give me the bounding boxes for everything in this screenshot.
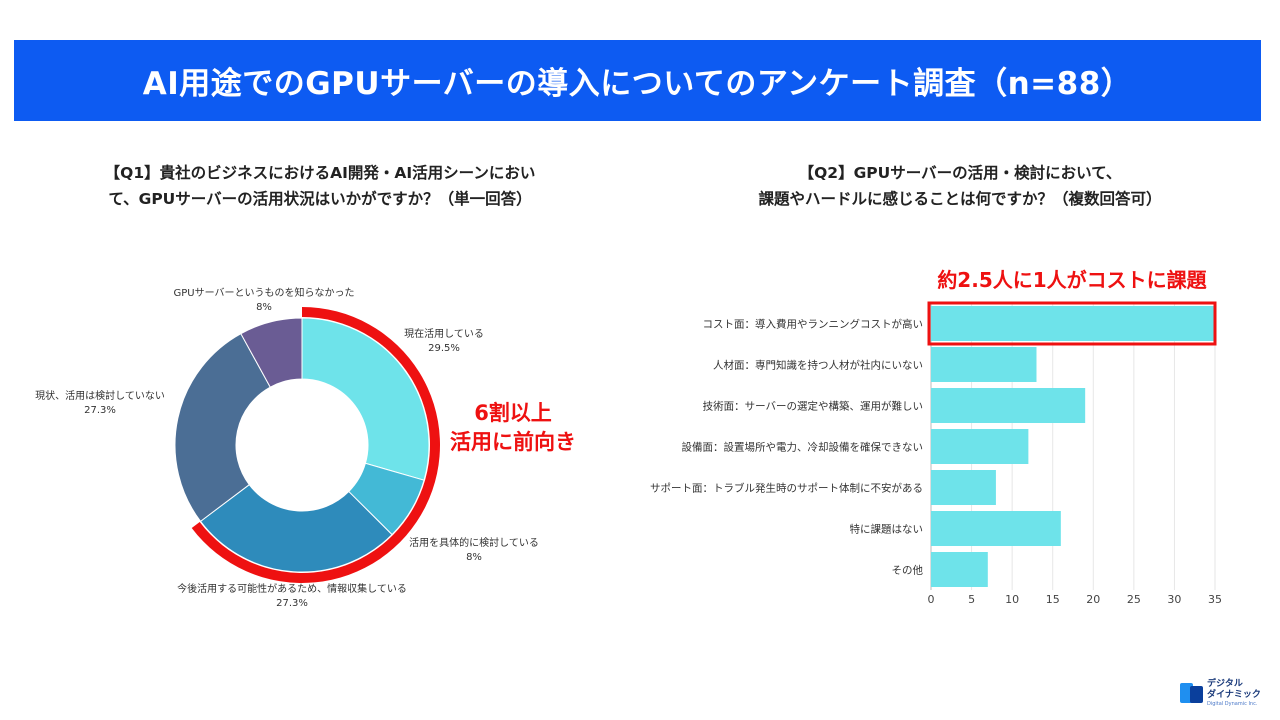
x-tick-label-1: 5	[968, 593, 975, 606]
slice-value-3: 27.3%	[84, 405, 116, 416]
company-logo: デジタル ダイナミック Digital Dynamic Inc.	[1180, 676, 1266, 710]
bar-tick-labels: 0 5 10 15 20 25 30 35	[928, 593, 1223, 606]
slice-label-2: 今後活用する可能性があるため、情報収集している	[177, 582, 407, 595]
q1-title-line-1: 【Q1】貴社のビジネスにおけるAI開発・AI活用シーンにおい	[104, 164, 536, 182]
bar-0	[931, 306, 1215, 341]
bar-category-label-2: 技術面：サーバーの選定や構築、運用が難しい	[703, 400, 923, 413]
slice-label-1: 活用を具体的に検討している	[409, 536, 539, 549]
slice-value-1: 8%	[466, 552, 482, 563]
header-banner: AI用途でのGPUサーバーの導入についてのアンケート調査（n=88）	[14, 40, 1261, 121]
slice-value-4: 8%	[256, 302, 272, 313]
bar-category-label-0: コスト面：導入費用やランニングコストが高い	[703, 318, 924, 331]
donut-slice-3	[174, 332, 271, 523]
logo-line-1: デジタル	[1207, 678, 1243, 689]
x-tick-label-3: 15	[1046, 593, 1060, 606]
slice-label-0: 現在活用している	[404, 328, 484, 340]
logo-mark-icon	[1180, 681, 1204, 705]
bar-4	[931, 470, 996, 505]
donut-slice-0	[301, 317, 430, 481]
bar-category-label-3: 設備面：設置場所や電力、冷却設備を確保できない	[682, 441, 924, 454]
donut-slices	[174, 317, 430, 573]
page-title: AI用途でのGPUサーバーの導入についてのアンケート調査（n=88）	[142, 66, 1133, 102]
q1-title-line-2: て、GPUサーバーの活用状況はいかがですか？（単一回答）	[108, 190, 532, 208]
x-tick-label-4: 20	[1086, 593, 1100, 606]
bar-6	[931, 552, 988, 587]
donut-slice-2	[199, 483, 393, 573]
q2-callout: 約2.5人に1人がコストに課題	[937, 268, 1207, 292]
q2-title-line-1: 【Q2】GPUサーバーの活用・検討において、	[798, 164, 1122, 182]
bar-3	[931, 429, 1029, 464]
x-tick-label-2: 10	[1005, 593, 1019, 606]
q2-question-title: 【Q2】GPUサーバーの活用・検討において、 課題やハードルに感じることは何です…	[670, 160, 1250, 212]
slice-label-3: 現状、活用は検討していない	[35, 389, 165, 402]
bar-category-label-6: その他	[892, 564, 924, 577]
q1-callout-line-1: 6割以上	[474, 401, 552, 425]
bar-category-label-5: 特に課題はない	[850, 523, 924, 536]
slice-value-0: 29.5%	[428, 343, 460, 354]
logo-line-3: Digital Dynamic Inc.	[1207, 700, 1258, 707]
donut-labels: 現在活用している 29.5% 活用を具体的に検討している 8% 今後活用する可能…	[35, 286, 539, 609]
q2-title-line-2: 課題やハードルに感じることは何ですか？（複数回答可）	[758, 190, 1162, 208]
bar-1	[931, 347, 1037, 382]
bar-category-label-1: 人材面：専門知識を持つ人材が社内にいない	[713, 359, 923, 372]
logo-line-2: ダイナミック	[1207, 689, 1261, 700]
x-tick-label-5: 25	[1127, 593, 1141, 606]
slice-value-2: 27.3%	[276, 598, 308, 609]
donut-chart: 現在活用している 29.5% 活用を具体的に検討している 8% 今後活用する可能…	[35, 286, 576, 609]
bar-chart: 約2.5人に1人がコストに課題 コスト面：導入費用やランニングコストが高い人材面…	[650, 268, 1222, 606]
donut-slice-4	[240, 317, 303, 388]
bars	[931, 306, 1215, 587]
bar-5	[931, 511, 1061, 546]
bar-highlight-box	[927, 301, 1217, 346]
x-tick-label-6: 30	[1167, 593, 1181, 606]
x-tick-label-7: 35	[1208, 593, 1222, 606]
q1-callout-line-2: 活用に前向き	[450, 430, 576, 454]
q1-question-title: 【Q1】貴社のビジネスにおけるAI開発・AI活用シーンにおい て、GPUサーバー…	[40, 160, 600, 212]
x-tick-label-0: 0	[928, 593, 935, 606]
bar-category-labels: コスト面：導入費用やランニングコストが高い人材面：専門知識を持つ人材が社内にいな…	[650, 318, 923, 577]
bar-2	[931, 388, 1086, 423]
slice-label-4: GPUサーバーというものを知らなかった	[174, 286, 355, 299]
bar-category-label-4: サポート面：トラブル発生時のサポート体制に不安がある	[650, 482, 923, 495]
logo-text: デジタル ダイナミック Digital Dynamic Inc.	[1207, 679, 1261, 708]
